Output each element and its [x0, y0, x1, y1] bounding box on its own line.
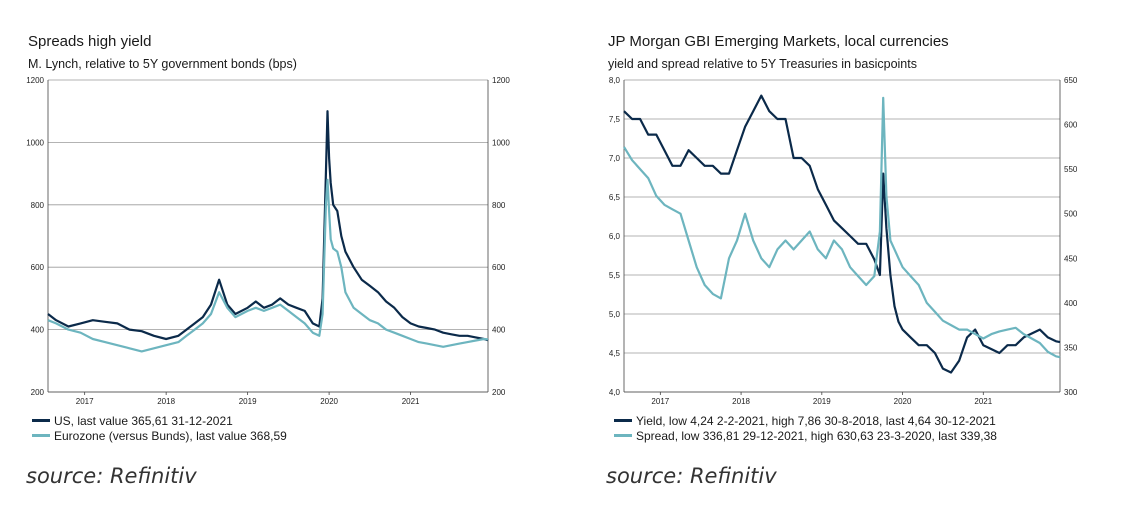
y-tick-label-left: 800: [31, 201, 45, 210]
y-tick-label-left: 7,5: [609, 115, 621, 124]
emerging-markets-chart: 4,0 4,5 5,0 5,5 6,0 6,5 7,0 7,5 8,0 300 350 400 450 5…: [609, 76, 1078, 406]
y-tick-label-left: 1200: [26, 76, 44, 85]
chart-title: Spreads high yield: [28, 33, 152, 50]
legend-swatch-yield: [614, 419, 632, 422]
x-tick-label: 2021: [974, 397, 992, 406]
y-tick-label-right: 1000: [492, 138, 510, 147]
y-tick-label-left: 400: [31, 326, 45, 335]
x-tick-label: 2020: [894, 397, 912, 406]
y-tick-label-right: 650: [1064, 76, 1078, 85]
y-tick-label-left: 5,0: [609, 310, 621, 319]
high-yield-spreads-chart: 200 400 600 800 1000 1200 200 400 600 800 1000 1200…: [26, 76, 510, 406]
y-tick-label-left: 6,5: [609, 193, 621, 202]
y-tick-label-right: 600: [492, 263, 506, 272]
chart-title: JP Morgan GBI Emerging Markets, local cu…: [608, 33, 949, 50]
y-tick-label-right: 1200: [492, 76, 510, 85]
x-tick-label: 2018: [732, 397, 750, 406]
x-tick-label: 2021: [402, 397, 420, 406]
y-tick-label-left: 4,5: [609, 349, 621, 358]
y-tick-label-left: 4,0: [609, 388, 621, 397]
chart-subtitle: M. Lynch, relative to 5Y government bond…: [28, 57, 297, 71]
legend-label-spread: Spread, low 336,81 29-12-2021, high 630,…: [636, 428, 997, 443]
legend-item-eurozone: Eurozone (versus Bunds), last value 368,…: [32, 428, 287, 443]
x-tick-label: 2017: [76, 397, 94, 406]
x-tick-label: 2018: [157, 397, 175, 406]
x-tick-label: 2019: [813, 397, 831, 406]
x-tick-label: 2020: [320, 397, 338, 406]
y-tick-label-right: 800: [492, 201, 506, 210]
y-tick-label-right: 300: [1064, 388, 1078, 397]
y-tick-label-right: 400: [492, 326, 506, 335]
legend-item-yield: Yield, low 4,24 2-2-2021, high 7,86 30-8…: [614, 413, 997, 428]
y-tick-label-right: 450: [1064, 254, 1078, 263]
y-tick-label-right: 600: [1064, 121, 1078, 130]
y-tick-label-right: 500: [1064, 210, 1078, 219]
y-tick-label-left: 8,0: [609, 76, 621, 85]
y-tick-label-left: 1000: [26, 138, 44, 147]
legend-swatch-spread: [614, 434, 632, 437]
y-tick-label-left: 200: [31, 388, 45, 397]
chart-subtitle: yield and spread relative to 5Y Treasuri…: [608, 57, 917, 71]
series-line-dark: [47, 110, 489, 342]
source-note: source: Refinitiv: [26, 464, 197, 488]
chart-panel-right: JP Morgan GBI Emerging Markets, local cu…: [590, 0, 1144, 514]
y-tick-label-left: 5,5: [609, 271, 621, 280]
legend-swatch-eurozone: [32, 434, 50, 437]
series-line-light: [47, 178, 489, 353]
legend-item-us: US, last value 365,61 31-12-2021: [32, 413, 287, 428]
y-tick-label-right: 350: [1064, 343, 1078, 352]
chart-panel-left: Spreads high yield M. Lynch, relative to…: [0, 0, 560, 514]
y-tick-label-left: 6,0: [609, 232, 621, 241]
series-line-dark: [623, 94, 1061, 374]
source-note: source: Refinitiv: [606, 464, 777, 488]
y-tick-label-right: 400: [1064, 299, 1078, 308]
legend-label-us: US, last value 365,61 31-12-2021: [54, 413, 233, 428]
series-line-light: [623, 96, 1061, 359]
x-tick-label: 2017: [651, 397, 669, 406]
y-tick-label-left: 600: [31, 263, 45, 272]
legend-swatch-us: [32, 419, 50, 422]
legend-label-yield: Yield, low 4,24 2-2-2021, high 7,86 30-8…: [636, 413, 996, 428]
y-tick-label-right: 200: [492, 388, 506, 397]
chart-legend: Yield, low 4,24 2-2-2021, high 7,86 30-8…: [614, 413, 997, 443]
y-tick-label-right: 550: [1064, 165, 1078, 174]
chart-legend: US, last value 365,61 31-12-2021 Eurozon…: [32, 413, 287, 443]
legend-label-eurozone: Eurozone (versus Bunds), last value 368,…: [54, 428, 287, 443]
x-tick-label: 2019: [239, 397, 257, 406]
y-tick-label-left: 7,0: [609, 154, 621, 163]
legend-item-spread: Spread, low 336,81 29-12-2021, high 630,…: [614, 428, 997, 443]
